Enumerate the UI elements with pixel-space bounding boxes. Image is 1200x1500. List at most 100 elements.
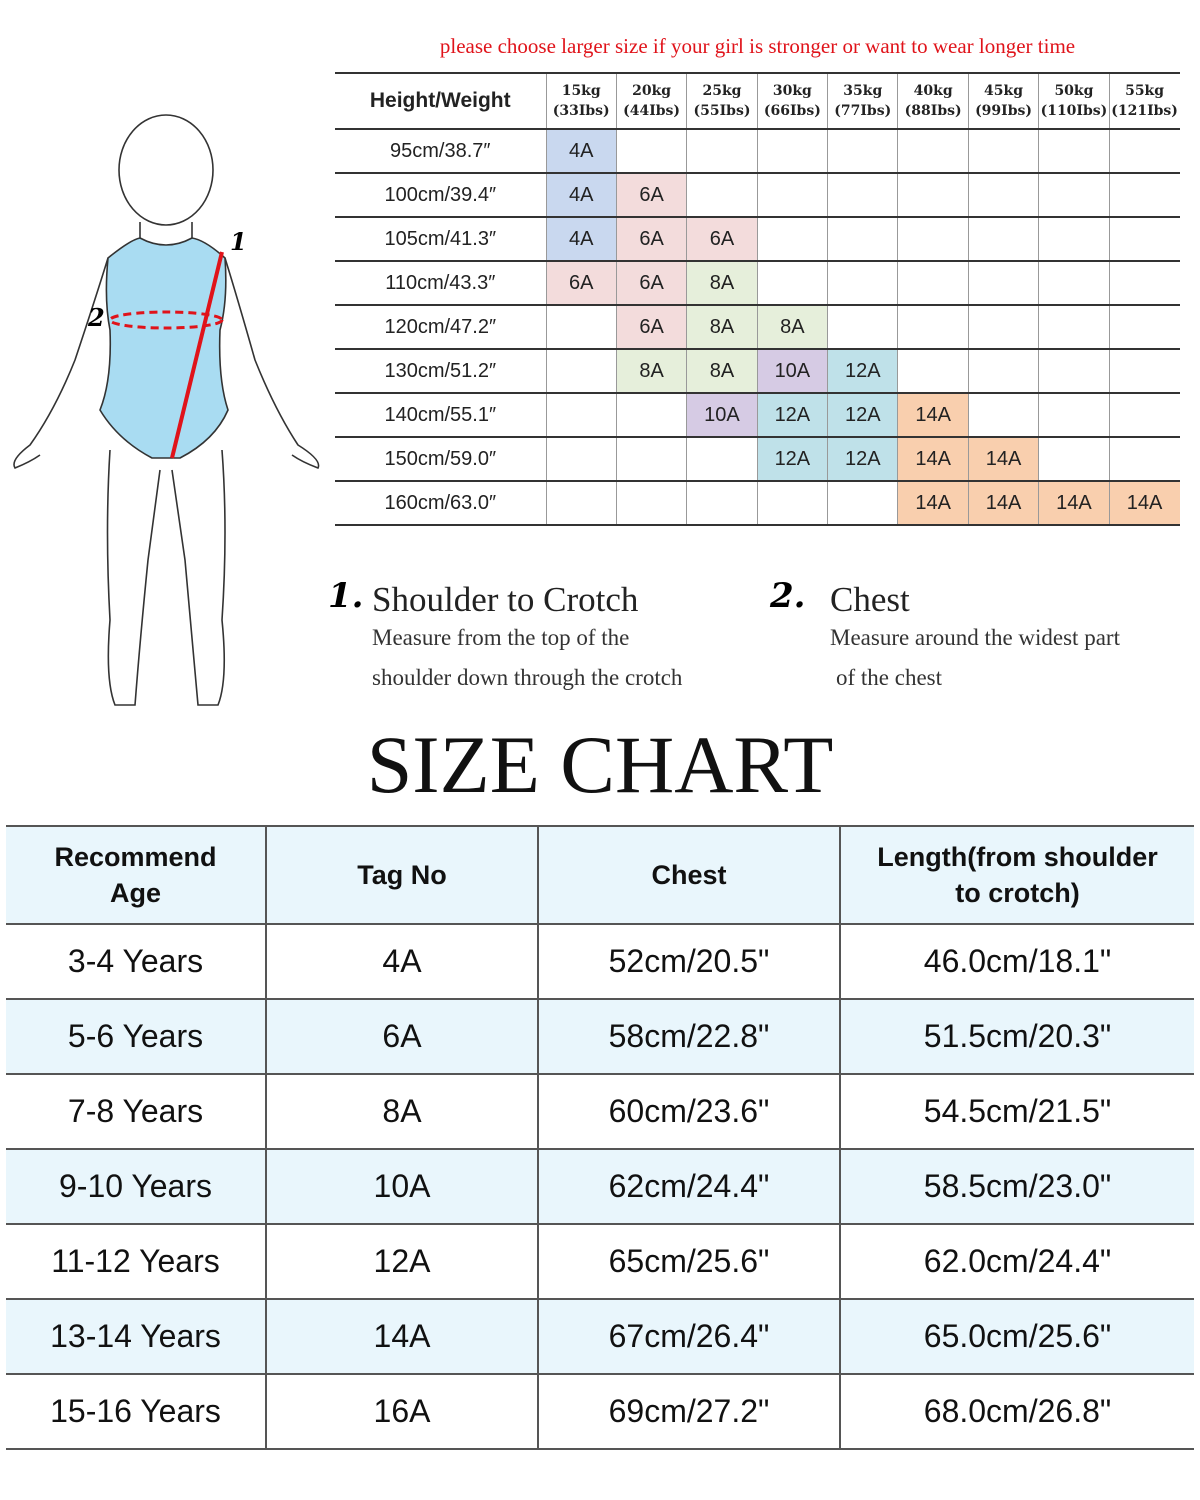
- empty-cell: [686, 480, 758, 526]
- header-row: Recommend Age Tag No Chest Length(from shou…: [6, 825, 1194, 925]
- empty-cell: [1038, 436, 1110, 482]
- size-chart-table: Recommend Age Tag No Chest Length(from shou…: [6, 825, 1194, 1450]
- weight-header: 45kg (99Ibs): [967, 72, 1040, 130]
- empty-cell: [545, 480, 617, 526]
- fit-row: 100cm/39.4″ 4A 6A: [335, 172, 1180, 218]
- empty-cell: [545, 392, 617, 438]
- fit-row: 120cm/47.2″ 6A 8A 8A: [335, 304, 1180, 350]
- size-chart-cell: 65.0cm/25.6": [839, 1298, 1194, 1375]
- empty-cell: [686, 172, 758, 218]
- empty-cell: [1108, 128, 1180, 174]
- empty-cell: [827, 260, 899, 306]
- size-cell: 10A: [686, 392, 758, 438]
- fit-row: 130cm/51.2″ 8A 8A 10A 12A: [335, 348, 1180, 394]
- weight-header: 35kg (77Ibs): [827, 72, 899, 130]
- empty-cell: [686, 436, 758, 482]
- empty-cell: [686, 128, 758, 174]
- weight-lbs: (99Ibs): [975, 103, 1033, 119]
- empty-cell: [967, 348, 1040, 394]
- weight-header: 55kg (121Ibs): [1108, 72, 1180, 130]
- empty-cell: [615, 128, 688, 174]
- height-cell: 95cm/38.7″: [335, 128, 547, 174]
- empty-cell: [1108, 436, 1180, 482]
- weight-kg: 30kg: [772, 83, 812, 99]
- column-header: Tag No: [265, 825, 539, 925]
- measure-text: Measure around the widest part: [830, 625, 1120, 650]
- size-cell: 14A: [967, 480, 1040, 526]
- empty-cell: [967, 128, 1040, 174]
- size-cell: 6A: [545, 260, 617, 306]
- empty-cell: [967, 172, 1040, 218]
- size-chart-cell: 7-8 Years: [6, 1073, 267, 1150]
- size-chart-cell: 9-10 Years: [6, 1148, 267, 1225]
- empty-cell: [756, 260, 829, 306]
- notice: please choose larger size if your girl i…: [439, 34, 1076, 58]
- size-chart-cell: 62cm/24.4": [537, 1148, 841, 1225]
- height-cell: 110cm/43.3″: [335, 260, 547, 306]
- size-cell: 6A: [686, 216, 758, 262]
- size-cell: 4A: [545, 172, 617, 218]
- weight-lbs: (33Ibs): [552, 103, 610, 119]
- weight-kg: 55kg: [1125, 83, 1165, 99]
- empty-cell: [1108, 304, 1180, 350]
- size-cell: 6A: [615, 216, 688, 262]
- empty-cell: [967, 304, 1040, 350]
- figure-label: 1: [230, 227, 247, 256]
- size-cell: 12A: [827, 436, 899, 482]
- empty-cell: [615, 392, 688, 438]
- size-cell: 14A: [897, 480, 969, 526]
- empty-cell: [545, 436, 617, 482]
- empty-cell: [756, 128, 829, 174]
- size-row: 13-14 Years 14A 67cm/26.4" 65.0cm/25.6": [6, 1298, 1194, 1375]
- size-row: 5-6 Years 6A 58cm/22.8" 51.5cm/20.3": [6, 998, 1194, 1075]
- column-header: Length(from shoulder to crotch): [839, 825, 1194, 925]
- empty-cell: [756, 216, 829, 262]
- empty-cell: [827, 480, 899, 526]
- fit-row: 160cm/63.0″ 14A 14A 14A 14A: [335, 480, 1180, 526]
- size-cell: 14A: [967, 436, 1040, 482]
- empty-cell: [967, 216, 1040, 262]
- size-cell: 14A: [1038, 480, 1110, 526]
- weight-lbs: (77Ibs): [834, 103, 892, 119]
- measure-text: of the chest: [836, 665, 943, 690]
- header-row: Height/Weight 15kg (33Ibs) 20kg (44Ibs) 25kg (…: [335, 72, 1180, 130]
- size-cell: 14A: [897, 436, 969, 482]
- size-chart-cell: 46.0cm/18.1": [839, 923, 1194, 1000]
- size-cell: 12A: [827, 348, 899, 394]
- weight-kg: 20kg: [632, 83, 672, 99]
- size-chart-cell: 51.5cm/20.3": [839, 998, 1194, 1075]
- height-cell: 160cm/63.0″: [335, 480, 547, 526]
- weight-header: 50kg (110Ibs): [1038, 72, 1110, 130]
- size-row: 7-8 Years 8A 60cm/23.6" 54.5cm/21.5": [6, 1073, 1194, 1150]
- empty-cell: [967, 392, 1040, 438]
- size-chart-cell: 6A: [265, 998, 539, 1075]
- measure-title: Chest: [830, 580, 910, 619]
- size-chart-cell: 69cm/27.2": [537, 1373, 841, 1450]
- empty-cell: [897, 216, 969, 262]
- fit-row: 140cm/55.1″ 10A 12A 12A 14A: [335, 392, 1180, 438]
- empty-cell: [827, 216, 899, 262]
- empty-cell: [1038, 348, 1110, 394]
- size-chart-cell: 54.5cm/21.5": [839, 1073, 1194, 1150]
- empty-cell: [1038, 304, 1110, 350]
- weight-header: 15kg (33Ibs): [545, 72, 617, 130]
- empty-cell: [615, 436, 688, 482]
- weight-header: 20kg (44Ibs): [615, 72, 688, 130]
- empty-cell: [1038, 172, 1110, 218]
- weight-header: 40kg (88Ibs): [897, 72, 969, 130]
- height-cell: 150cm/59.0″: [335, 436, 547, 482]
- empty-cell: [1108, 216, 1180, 262]
- empty-cell: [967, 260, 1040, 306]
- size-chart-cell: 14A: [265, 1298, 539, 1375]
- empty-cell: [827, 304, 899, 350]
- size-chart-cell: 15-16 Years: [6, 1373, 267, 1450]
- size-chart-cell: 10A: [265, 1148, 539, 1225]
- empty-cell: [897, 172, 969, 218]
- fit-row: 110cm/43.3″ 6A 6A 8A: [335, 260, 1180, 306]
- empty-cell: [1108, 348, 1180, 394]
- size-cell: 8A: [756, 304, 829, 350]
- size-cell: 6A: [615, 260, 688, 306]
- measure-text: Measure from the top of the: [372, 625, 630, 650]
- weight-lbs: (110Ibs): [1040, 103, 1108, 119]
